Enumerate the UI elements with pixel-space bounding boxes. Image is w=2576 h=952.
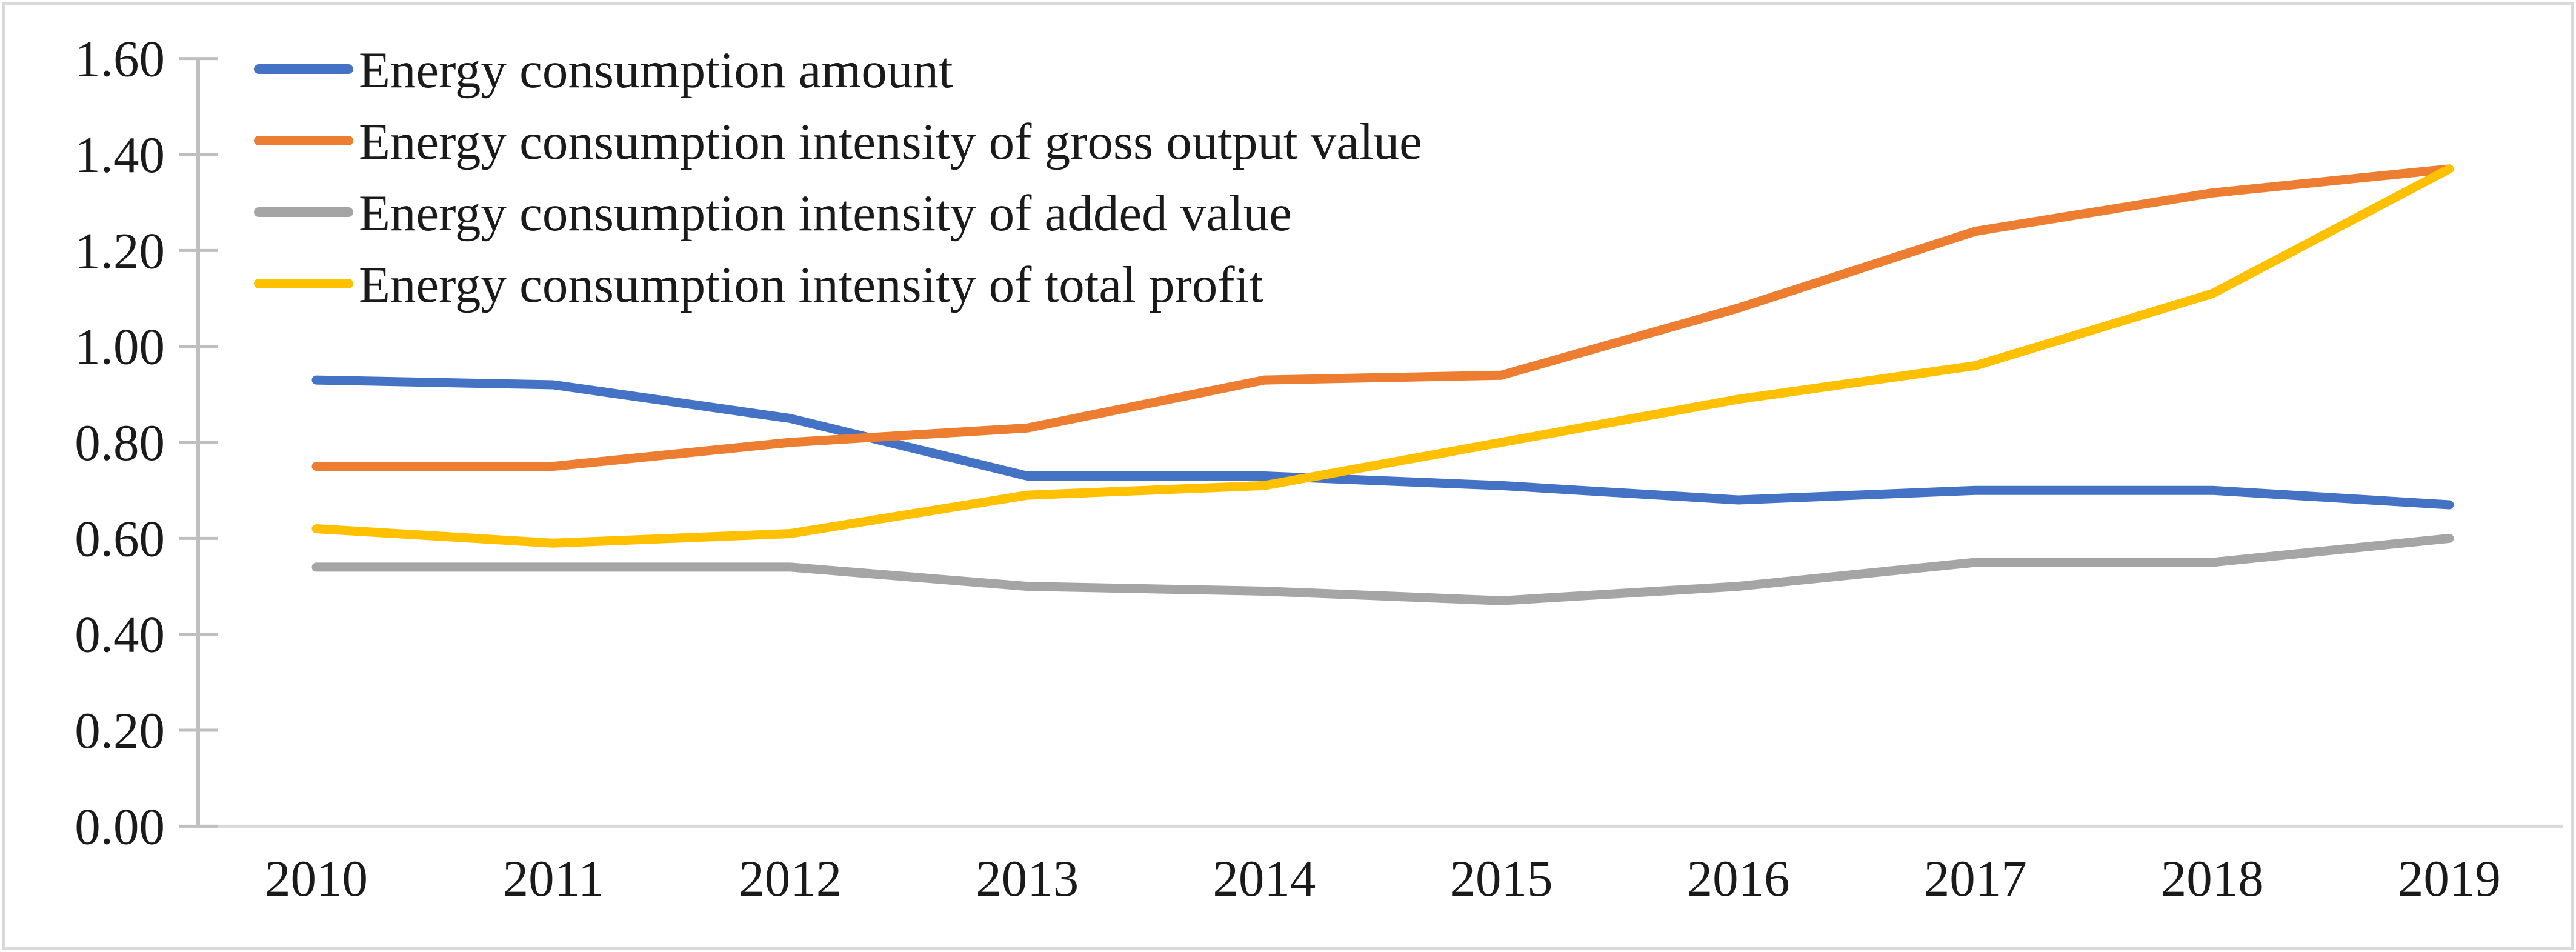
- x-tick-label: 2018: [2161, 850, 2264, 907]
- y-tick-label: 1.60: [75, 31, 165, 88]
- y-tick-label: 1.20: [75, 222, 165, 279]
- x-tick-label: 2016: [1687, 850, 1790, 907]
- x-tick-label: 2014: [1213, 850, 1316, 907]
- series-line: [311, 164, 2454, 548]
- legend-label: Energy consumption intensity of gross ou…: [359, 113, 1422, 170]
- x-tick-label: 2011: [503, 850, 604, 907]
- x-tick-label: 2013: [976, 850, 1079, 907]
- y-tick-label: 0.20: [75, 702, 165, 759]
- x-tick-label: 2015: [1450, 850, 1553, 907]
- x-tick-label: 2010: [265, 850, 368, 907]
- legend-label: Energy consumption intensity of total pr…: [359, 256, 1263, 313]
- legend-label: Energy consumption intensity of added va…: [359, 185, 1292, 242]
- series-line: [311, 164, 2454, 471]
- series-line: [311, 533, 2454, 605]
- x-tick-label: 2017: [1924, 850, 2027, 907]
- y-tick-label: 1.00: [75, 319, 165, 376]
- x-tick-label: 2012: [739, 850, 842, 907]
- y-tick-label: 0.00: [75, 798, 165, 855]
- series-line: [311, 375, 2454, 510]
- y-tick-label: 0.40: [75, 607, 165, 664]
- legend-label: Energy consumption amount: [359, 42, 953, 99]
- x-tick-label: 2019: [2398, 850, 2501, 907]
- y-tick-label: 1.40: [75, 127, 165, 184]
- y-tick-label: 0.60: [75, 510, 165, 567]
- y-tick-label: 0.80: [75, 414, 165, 471]
